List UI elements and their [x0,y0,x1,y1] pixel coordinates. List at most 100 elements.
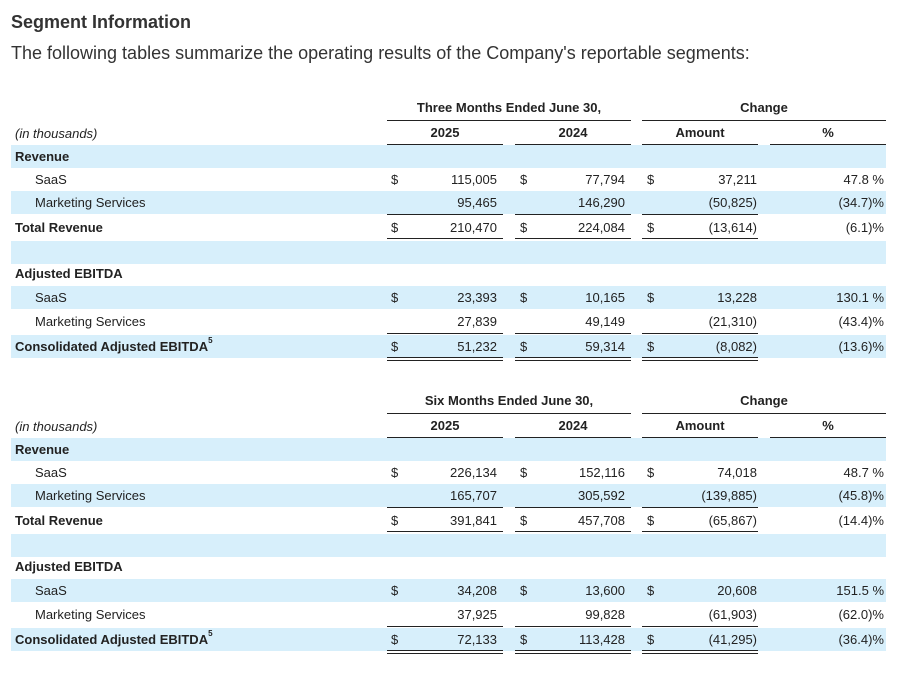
row-label: SaaS [35,290,67,305]
subtotal-rule [642,333,758,334]
change-header-rule [642,413,886,414]
subtotal-rule [642,626,758,627]
table-row: Marketing Services 37,925 99,828 (61,903… [11,603,886,626]
revenue-section-row: Revenue [11,438,886,461]
value-2024: 113,428 [578,632,625,647]
units-label: (in thousands) [15,419,98,434]
change-pct: (62.0)% [838,607,884,622]
table-row-total: Consolidated Adjusted EBITDA5 $ 72,133 $… [11,628,886,651]
value-2024: 99,828 [585,607,625,622]
total-double-rule [387,357,503,361]
table-row: Marketing Services 165,707 305,592 (139,… [11,484,886,507]
total-double-rule [642,650,758,654]
value-2025: 51,232 [457,339,497,354]
table-row: SaaS $ 23,393 $ 10,165 $ 13,228 130.1 % [11,286,886,309]
change-pct: (6.1)% [845,220,884,235]
intro-text: The following tables summarize the opera… [11,43,750,63]
table-row: SaaS $ 226,134 $ 152,116 $ 74,018 48.7 % [11,461,886,484]
col-amount-header: Amount [675,125,725,140]
row-label: Consolidated Adjusted EBITDA5 [15,629,213,647]
value-2024: 457,708 [578,513,625,528]
spacer-row [11,241,886,264]
value-2025: 391,841 [450,513,497,528]
currency-symbol: $ [520,172,528,187]
change-pct: 47.8 % [843,172,884,187]
col-header-rule [770,144,886,145]
col-header-rule [642,144,758,145]
change-amount: 13,228 [717,290,757,305]
row-label: Revenue [15,442,70,457]
value-2024: 13,600 [585,583,625,598]
currency-symbol: $ [520,465,528,480]
row-label: Marketing Services [35,195,146,210]
table-row-total: Total Revenue $ 391,841 $ 457,708 $ (65,… [11,509,886,532]
change-header-rule [642,120,886,121]
value-2025: 37,925 [457,607,497,622]
period-header: Three Months Ended June 30, [416,100,602,115]
change-amount: 20,608 [717,583,757,598]
value-2025: 34,208 [457,583,497,598]
subtotal-rule [642,507,758,508]
subtotal-rule [515,626,631,627]
col-2025-header: 2025 [430,418,460,433]
row-label: Marketing Services [35,488,146,503]
change-pct: (13.6)% [838,339,884,354]
total-double-rule [515,357,631,361]
col-header-rule [387,437,503,438]
value-2025: 23,393 [457,290,497,305]
subtotal-rule [387,333,503,334]
change-amount: (13,614) [708,220,757,235]
currency-symbol: $ [520,632,528,647]
col-header-rule [387,144,503,145]
change-amount: 74,018 [717,465,757,480]
table-row: Marketing Services 95,465 146,290 (50,82… [11,191,886,214]
period-header: Six Months Ended June 30, [424,393,594,408]
table-row: Marketing Services 27,839 49,149 (21,310… [11,310,886,333]
footnote-marker: 5 [208,336,213,345]
change-pct: (45.8)% [838,488,884,503]
change-amount: (8,082) [715,339,757,354]
col-2024-header: 2024 [558,418,588,433]
col-header-rule [642,437,758,438]
col-header-rule [770,437,886,438]
value-2025: 95,465 [457,195,497,210]
row-label: Adjusted EBITDA [15,266,123,281]
change-pct: (36.4)% [838,632,884,647]
change-pct: 48.7 % [843,465,884,480]
table-row-total: Total Revenue $ 210,470 $ 224,084 $ (13,… [11,216,886,239]
currency-symbol: $ [520,513,528,528]
subtotal-rule [387,214,503,215]
currency-symbol: $ [520,339,528,354]
value-2025: 115,005 [450,172,497,187]
currency-symbol: $ [391,513,399,528]
value-2024: 49,149 [585,314,625,329]
currency-symbol: $ [647,339,655,354]
total-double-rule [387,650,503,654]
ebitda-section-row: Adjusted EBITDA [11,262,886,285]
total-double-rule [515,650,631,654]
currency-symbol: $ [391,339,399,354]
change-pct: 151.5 % [836,583,884,598]
change-amount: (139,885) [701,488,757,503]
currency-symbol: $ [391,583,399,598]
change-amount: (50,825) [708,195,757,210]
change-amount: (41,295) [708,632,757,647]
value-2025: 165,707 [450,488,497,503]
period-header-rule [387,120,631,121]
value-2025: 72,133 [457,632,497,647]
units-label: (in thousands) [15,126,98,141]
currency-symbol: $ [520,290,528,305]
row-label: Marketing Services [35,607,146,622]
change-header: Change [740,100,788,115]
currency-symbol: $ [647,513,655,528]
currency-symbol: $ [647,465,655,480]
value-2024: 146,290 [578,195,625,210]
three-months-table: Three Months Ended June 30, Change (in t… [11,96,886,361]
row-label: Adjusted EBITDA [15,559,123,574]
row-label: Total Revenue [15,513,103,528]
currency-symbol: $ [391,465,399,480]
currency-symbol: $ [391,220,399,235]
col-2025-header: 2025 [430,125,460,140]
subtotal-rule [387,507,503,508]
change-amount: (61,903) [708,607,757,622]
